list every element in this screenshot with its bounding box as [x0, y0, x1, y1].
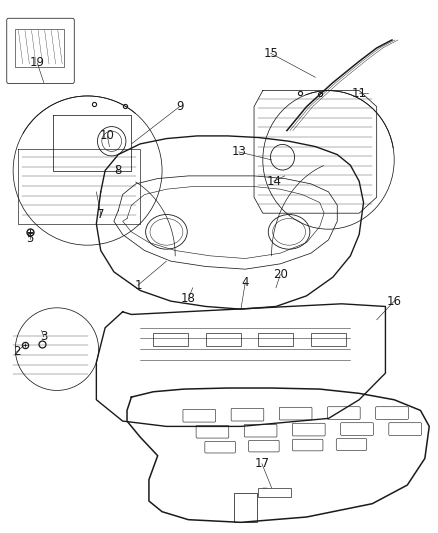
- Text: 3: 3: [40, 330, 47, 343]
- Bar: [258, 488, 291, 497]
- Text: 2: 2: [13, 345, 21, 358]
- Bar: [258, 333, 293, 346]
- Text: 20: 20: [273, 268, 288, 281]
- Bar: [153, 333, 188, 346]
- Text: 8: 8: [115, 164, 122, 177]
- Bar: [206, 333, 241, 346]
- Text: 15: 15: [263, 47, 278, 60]
- Text: 16: 16: [387, 295, 402, 308]
- Bar: [234, 493, 257, 522]
- Text: 11: 11: [352, 87, 367, 100]
- Text: 7: 7: [97, 208, 105, 221]
- Text: 13: 13: [231, 146, 246, 158]
- Text: 4: 4: [241, 276, 249, 289]
- Text: 5: 5: [26, 232, 33, 245]
- Bar: [15, 29, 64, 67]
- Text: 10: 10: [100, 130, 115, 142]
- Text: 14: 14: [266, 175, 281, 188]
- Text: 17: 17: [254, 457, 269, 470]
- Text: 19: 19: [30, 56, 45, 69]
- Bar: [311, 333, 346, 346]
- Text: 9: 9: [176, 100, 184, 113]
- Text: 1: 1: [134, 279, 142, 292]
- Text: 18: 18: [181, 292, 196, 305]
